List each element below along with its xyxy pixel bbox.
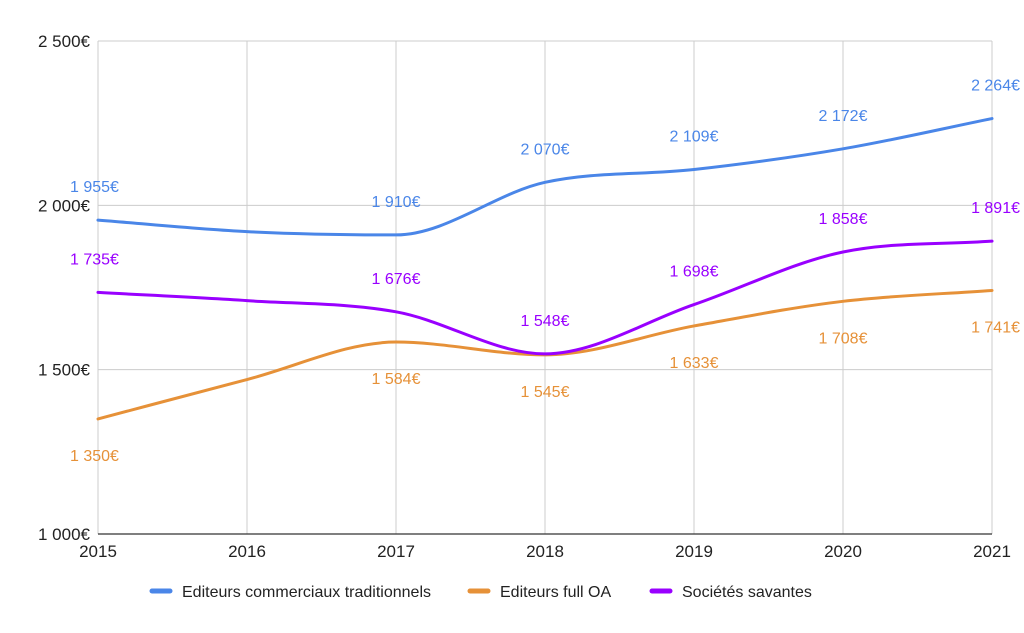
axes: 1 000€ 1 500€ 2 000€ 2 500€ 2015 2016 2017 2018…	[38, 32, 1011, 561]
data-label: 1 584€	[372, 371, 421, 388]
data-label: 1 698€	[670, 264, 719, 281]
data-label: 1 955€	[70, 179, 119, 196]
data-label: 1 548€	[521, 313, 570, 330]
data-label: 1 708€	[819, 330, 868, 347]
legend-label: Editeurs commerciaux traditionnels	[182, 584, 431, 601]
legend: Editeurs commerciaux traditionnels Editeu…	[149, 584, 812, 601]
y-tick-label: 1 000€	[38, 525, 91, 544]
data-label: 1 350€	[70, 448, 119, 465]
data-label: 1 676€	[372, 271, 421, 288]
data-label: 1 741€	[971, 319, 1020, 336]
x-tick-label: 2021	[973, 542, 1011, 561]
data-label: 1 858€	[819, 211, 868, 228]
x-tick-label: 2018	[526, 542, 564, 561]
y-tick-label: 2 000€	[38, 196, 91, 215]
series-line-editeurs-commerciaux-traditionnels	[96, 117, 994, 237]
x-tick-label: 2017	[377, 542, 415, 561]
data-label: 1 910€	[372, 194, 421, 211]
x-tick-label: 2015	[79, 542, 117, 561]
data-label: 2 264€	[971, 78, 1020, 95]
x-tick-label: 2020	[824, 542, 862, 561]
legend-label: Sociétés savantes	[682, 584, 812, 601]
data-labels: 1 955€ 1 910€ 2 070€ 2 109€ 2 172€ 2 264€ 1 35…	[70, 78, 1020, 465]
series-line-soci-t-s-savantes	[96, 239, 994, 356]
data-label: 2 172€	[819, 108, 868, 125]
x-tick-label: 2019	[675, 542, 713, 561]
y-tick-label: 2 500€	[38, 32, 91, 51]
gridlines	[97, 40, 993, 534]
data-label: 1 891€	[971, 200, 1020, 217]
data-label: 1 735€	[70, 251, 119, 268]
data-label: 2 070€	[521, 141, 570, 158]
legend-label: Editeurs full OA	[500, 584, 611, 601]
data-label: 1 633€	[670, 355, 719, 372]
y-tick-label: 1 500€	[38, 361, 91, 380]
series-lines	[96, 117, 994, 421]
data-label: 2 109€	[670, 129, 719, 146]
data-label: 1 545€	[521, 384, 570, 401]
x-tick-label: 2016	[228, 542, 266, 561]
